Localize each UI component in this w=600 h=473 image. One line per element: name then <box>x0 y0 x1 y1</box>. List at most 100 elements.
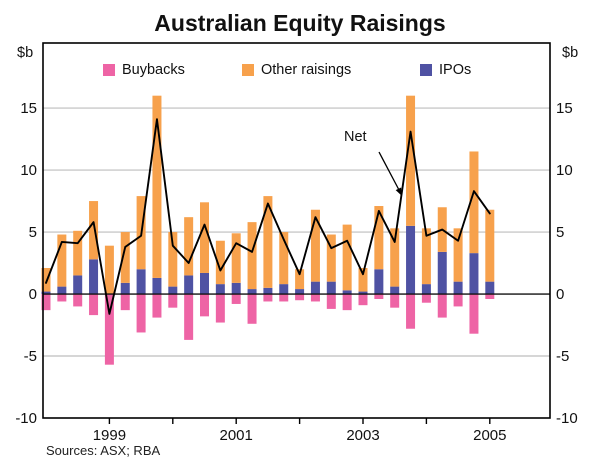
bar-ipos-2002 Q1 <box>295 289 305 295</box>
legend-label-buybacks: Buybacks <box>122 62 185 78</box>
bar-ipos-2001 Q3 <box>263 287 273 295</box>
bar-buybacks-1999 Q2 <box>120 294 130 311</box>
bar-other-raisings-2002 Q1 <box>295 269 305 290</box>
bar-buybacks-1998 Q4 <box>89 294 99 316</box>
y-tick-label-left--10: -10 <box>15 410 37 427</box>
bar-ipos-2005 Q1 <box>485 281 495 295</box>
bar-ipos-2001 Q1 <box>231 282 241 295</box>
bar-other-raisings-1998 Q3 <box>73 230 83 276</box>
legend-label-other-raisings: Other raisings <box>261 62 352 78</box>
bar-ipos-1999 Q3 <box>136 269 146 295</box>
bar-buybacks-1998 Q1 <box>41 294 51 311</box>
bar-buybacks-2003 Q1 <box>358 294 368 306</box>
bar-other-raisings-2002 Q2 <box>310 209 320 282</box>
bar-buybacks-1998 Q3 <box>73 294 83 307</box>
bar-ipos-2002 Q4 <box>342 290 352 295</box>
y-tick-label-right--10: -10 <box>556 410 578 427</box>
net-annotation-arrowhead <box>395 187 402 196</box>
bar-other-raisings-1999 Q4 <box>152 95 162 278</box>
chart-title: Australian Equity Raisings <box>154 10 446 36</box>
bar-ipos-2000 Q4 <box>215 284 225 295</box>
x-tick-label-2005: 2005 <box>473 427 506 444</box>
bar-other-raisings-2000 Q4 <box>215 240 225 285</box>
bar-other-raisings-2001 Q3 <box>263 196 273 288</box>
net-annotation-label: Net <box>344 129 367 145</box>
net-line <box>45 118 491 315</box>
y-axis-unit-left: $b <box>17 45 34 61</box>
y-tick-label-left-15: 15 <box>20 100 37 117</box>
bar-buybacks-2001 Q2 <box>247 294 257 324</box>
x-tick-label-1999: 1999 <box>93 427 126 444</box>
x-tick-label-2001: 2001 <box>220 427 253 444</box>
bar-buybacks-2003 Q2 <box>374 294 384 299</box>
y-tick-label-right-5: 5 <box>556 224 564 241</box>
bar-other-raisings-2000 Q3 <box>200 202 209 273</box>
bar-buybacks-2001 Q1 <box>231 294 241 304</box>
bar-other-raisings-2002 Q4 <box>342 224 352 291</box>
plot-frame <box>42 42 551 419</box>
bar-other-raisings-1999 Q1 <box>104 245 114 295</box>
bar-ipos-2003 Q3 <box>390 286 400 295</box>
bar-ipos-2000 Q3 <box>200 272 209 295</box>
bar-buybacks-1998 Q2 <box>57 294 67 302</box>
bar-ipos-2003 Q1 <box>358 291 368 295</box>
bar-ipos-2003 Q2 <box>374 269 384 295</box>
bar-other-raisings-2005 Q1 <box>485 209 495 282</box>
bar-other-raisings-2004 Q3 <box>453 228 463 282</box>
bar-other-raisings-2003 Q2 <box>374 206 384 270</box>
bar-other-raisings-1998 Q2 <box>57 234 67 287</box>
bar-buybacks-2002 Q1 <box>295 294 305 301</box>
legend-item-buybacks: Buybacks <box>103 62 185 78</box>
bar-ipos-1998 Q2 <box>57 286 67 295</box>
legend-swatch-ipos <box>420 64 432 76</box>
net-annotation-arrow <box>378 151 400 190</box>
bar-ipos-1999 Q2 <box>120 282 130 295</box>
bar-ipos-1998 Q3 <box>73 275 83 295</box>
y-tick-label-right-10: 10 <box>556 162 573 179</box>
bar-ipos-2004 Q1 <box>421 284 431 295</box>
legend-swatch-other-raisings <box>242 64 254 76</box>
y-tick-label-right-0: 0 <box>556 286 564 303</box>
bar-ipos-2004 Q3 <box>453 281 463 295</box>
bar-buybacks-2003 Q4 <box>406 294 416 329</box>
bar-other-raisings-1998 Q1 <box>41 268 51 292</box>
bar-ipos-1999 Q4 <box>152 277 162 295</box>
y-axis-unit-right: $b <box>562 45 579 61</box>
x-tick-label-2003: 2003 <box>346 427 379 444</box>
bar-other-raisings-1998 Q4 <box>89 201 99 260</box>
bar-ipos-2003 Q4 <box>406 225 416 295</box>
bar-buybacks-2004 Q2 <box>437 294 447 318</box>
legend-item-other-raisings: Other raisings <box>242 62 351 78</box>
sources-note: Sources: ASX; RBA <box>46 443 161 458</box>
bar-buybacks-2004 Q4 <box>469 294 479 334</box>
legend-item-ipos: IPOs <box>420 62 471 78</box>
bar-ipos-2004 Q2 <box>437 251 447 295</box>
legend-label-ipos: IPOs <box>439 62 472 78</box>
y-tick-label-left-10: 10 <box>20 162 37 179</box>
bar-ipos-2002 Q3 <box>326 281 336 295</box>
y-tick-label-left--5: -5 <box>24 348 37 365</box>
bar-ipos-2001 Q4 <box>279 284 289 295</box>
y-tick-label-right--5: -5 <box>556 348 569 365</box>
bar-ipos-2000 Q2 <box>184 275 194 295</box>
bar-other-raisings-2004 Q4 <box>469 151 479 254</box>
y-tick-label-right-15: 15 <box>556 100 573 117</box>
bar-buybacks-2003 Q3 <box>390 294 400 308</box>
bar-other-raisings-2003 Q3 <box>390 228 400 287</box>
bar-other-raisings-2001 Q4 <box>279 232 289 285</box>
bar-other-raisings-1999 Q2 <box>120 232 130 283</box>
bar-other-raisings-2000 Q2 <box>184 217 194 276</box>
bar-ipos-1998 Q4 <box>89 259 99 295</box>
bar-buybacks-2000 Q4 <box>215 294 225 323</box>
bar-buybacks-2000 Q3 <box>200 294 209 317</box>
bar-buybacks-1999 Q3 <box>136 294 146 333</box>
y-tick-label-left-5: 5 <box>29 224 37 241</box>
legend-swatch-buybacks <box>103 64 115 76</box>
bar-buybacks-1999 Q4 <box>152 294 162 318</box>
bar-buybacks-2005 Q1 <box>485 294 495 299</box>
bar-buybacks-2001 Q4 <box>279 294 289 302</box>
bar-ipos-1998 Q1 <box>41 291 51 295</box>
bar-other-raisings-2001 Q2 <box>247 222 257 290</box>
